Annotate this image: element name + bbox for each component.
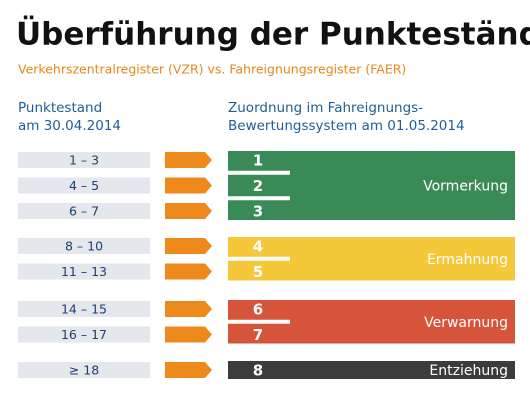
separator <box>228 319 290 324</box>
range-box <box>18 203 150 219</box>
right-heading: Bewertungssystem am 01.05.2014 <box>228 118 465 134</box>
range-label: 14 – 15 <box>61 302 107 317</box>
level-number: 4 <box>253 238 263 256</box>
range-label: 4 – 5 <box>69 178 99 193</box>
separator <box>228 196 290 201</box>
arrow <box>165 263 212 280</box>
range-label: 11 – 13 <box>61 264 107 279</box>
group-block <box>228 151 515 220</box>
level-number: 8 <box>253 362 263 380</box>
arrow <box>165 177 212 194</box>
group-label: Verwarnung <box>424 315 508 331</box>
level-number: 6 <box>253 301 263 319</box>
level-number: 5 <box>253 263 263 281</box>
range-box <box>18 177 150 194</box>
group-label: Ermahnung <box>427 252 508 268</box>
level-number: 7 <box>253 326 263 344</box>
subtitle: Verkehrszentralregister (VZR) vs. Fahrei… <box>18 62 406 77</box>
arrow <box>165 203 212 219</box>
range-box <box>18 263 150 280</box>
arrow <box>165 152 212 168</box>
range-label: ≥ 18 <box>69 363 99 378</box>
level-number: 3 <box>253 203 263 221</box>
right-heading: Zuordnung im Fahreignungs- <box>228 100 423 116</box>
range-box <box>18 152 150 168</box>
level-number: 1 <box>253 152 263 170</box>
left-heading: am 30.04.2014 <box>18 118 121 134</box>
title: Überführung der Punktestände <box>16 16 530 53</box>
range-label: 6 – 7 <box>69 204 99 219</box>
separator <box>228 256 290 261</box>
range-label: 1 – 3 <box>69 153 99 168</box>
range-label: 8 – 10 <box>65 239 103 254</box>
arrow <box>165 326 212 343</box>
group-block <box>228 361 515 379</box>
group-label: Entziehung <box>429 363 508 379</box>
range-box <box>18 301 150 317</box>
group-label: Vormerkung <box>423 179 508 195</box>
range-box <box>18 238 150 254</box>
range-box <box>18 326 150 343</box>
level-number: 2 <box>253 177 263 195</box>
arrow <box>165 238 212 254</box>
arrow <box>165 301 212 317</box>
arrow <box>165 362 212 378</box>
left-heading: Punktestand <box>18 100 102 116</box>
separator <box>228 170 290 175</box>
range-label: 16 – 17 <box>61 327 107 342</box>
range-box <box>18 362 150 378</box>
